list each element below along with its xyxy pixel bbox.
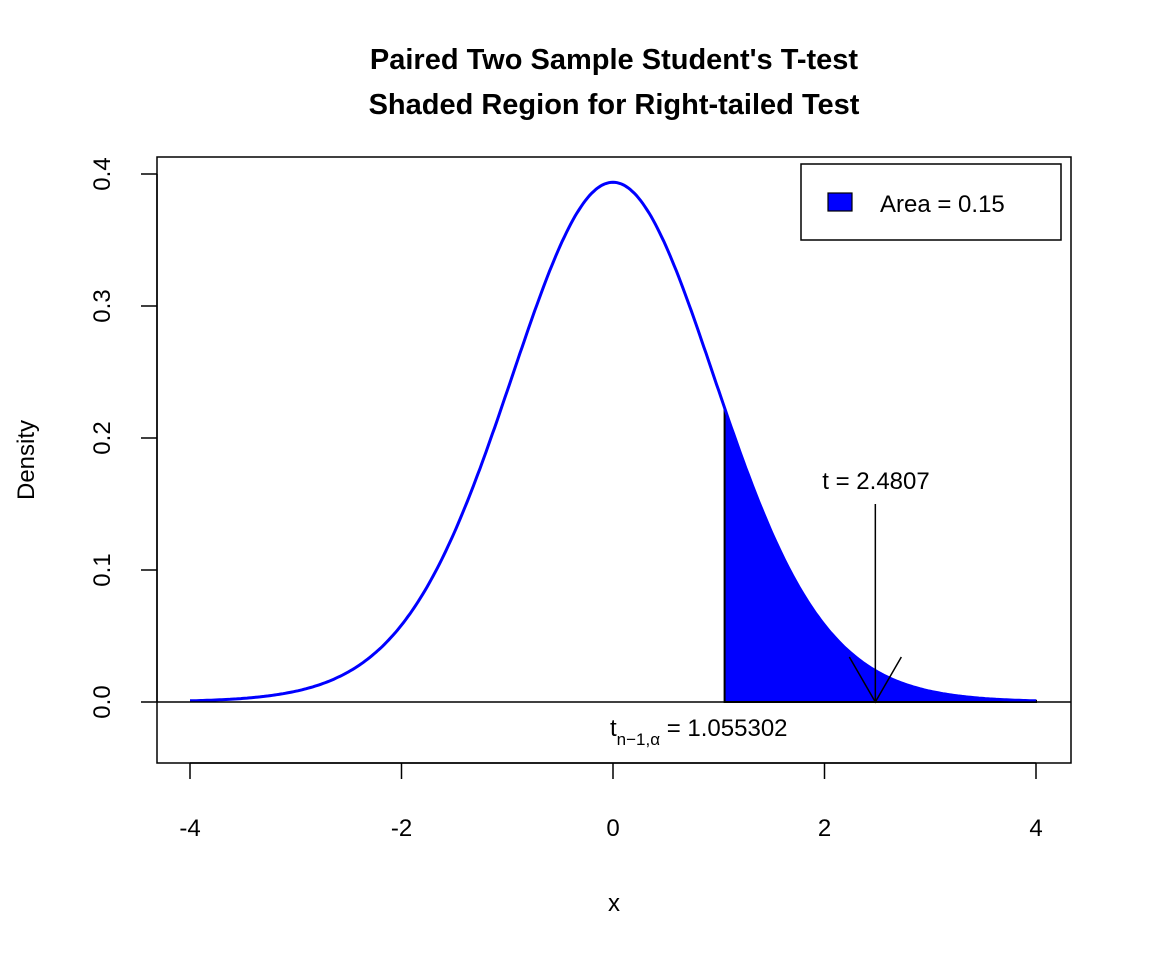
- y-axis: 0.0 0.1 0.2 0.3 0.4: [89, 157, 158, 719]
- x-tick-label: 2: [818, 815, 831, 842]
- chart-title-line2: Shaded Region for Right-tailed Test: [369, 89, 860, 121]
- chart-title-line1: Paired Two Sample Student's T-test: [370, 44, 859, 76]
- x-tick-label: 4: [1029, 815, 1042, 842]
- critical-label-main: t: [610, 715, 617, 742]
- x-tick-label: -2: [391, 815, 412, 842]
- x-axis: -4 -2 0 2 4: [179, 762, 1043, 842]
- y-tick-label: 0.2: [89, 421, 116, 454]
- critical-value-label: tn−1,α = 1.055302: [610, 715, 788, 749]
- x-tick-label: -4: [179, 815, 200, 842]
- legend: Area = 0.15: [800, 163, 1062, 241]
- shaded-tail-region: [723, 407, 1037, 703]
- y-tick-label: 0.1: [89, 553, 116, 586]
- x-tick-label: 0: [606, 815, 619, 842]
- density-curve-line: [190, 180, 1036, 703]
- x-axis-label: x: [608, 890, 620, 917]
- y-tick-label: 0.4: [89, 157, 116, 190]
- test-statistic-arrow-head: [848, 656, 902, 704]
- legend-label: Area = 0.15: [880, 191, 1005, 218]
- legend-swatch: [827, 192, 853, 212]
- critical-label-value: = 1.055302: [660, 715, 787, 742]
- y-tick-label: 0.3: [89, 289, 116, 322]
- plot-frame: [156, 156, 1072, 764]
- plot-content: [157, 180, 1071, 703]
- test-statistic-label: t = 2.4807: [822, 468, 929, 495]
- y-tick-label: 0.0: [89, 685, 116, 718]
- critical-label-subscript: n−1,α: [617, 730, 661, 749]
- y-axis-label: Density: [13, 420, 40, 500]
- annotations: t = 2.4807 tn−1,α = 1.055302: [610, 468, 930, 749]
